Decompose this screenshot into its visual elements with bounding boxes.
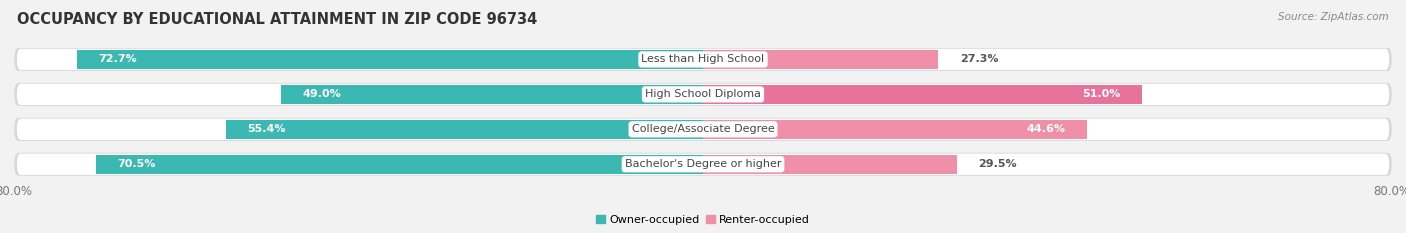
Text: 49.0%: 49.0% xyxy=(302,89,342,99)
Bar xyxy=(281,85,703,104)
Text: OCCUPANCY BY EDUCATIONAL ATTAINMENT IN ZIP CODE 96734: OCCUPANCY BY EDUCATIONAL ATTAINMENT IN Z… xyxy=(17,12,537,27)
FancyBboxPatch shape xyxy=(14,153,1392,176)
FancyBboxPatch shape xyxy=(14,118,1392,141)
Text: Source: ZipAtlas.com: Source: ZipAtlas.com xyxy=(1278,12,1389,22)
Text: 55.4%: 55.4% xyxy=(247,124,285,134)
FancyBboxPatch shape xyxy=(14,83,1392,106)
FancyBboxPatch shape xyxy=(17,49,1389,70)
Text: College/Associate Degree: College/Associate Degree xyxy=(631,124,775,134)
FancyBboxPatch shape xyxy=(17,154,1389,175)
Text: 72.7%: 72.7% xyxy=(98,55,136,64)
Text: Less than High School: Less than High School xyxy=(641,55,765,64)
FancyBboxPatch shape xyxy=(17,119,1389,140)
Text: High School Diploma: High School Diploma xyxy=(645,89,761,99)
Bar xyxy=(703,120,1087,139)
Text: 70.5%: 70.5% xyxy=(117,159,156,169)
Bar xyxy=(77,50,703,69)
Text: 51.0%: 51.0% xyxy=(1083,89,1121,99)
Bar xyxy=(703,85,1142,104)
Text: 27.3%: 27.3% xyxy=(960,55,998,64)
FancyBboxPatch shape xyxy=(14,48,1392,71)
Legend: Owner-occupied, Renter-occupied: Owner-occupied, Renter-occupied xyxy=(592,210,814,229)
Text: 44.6%: 44.6% xyxy=(1026,124,1066,134)
Bar xyxy=(703,155,957,174)
Text: Bachelor's Degree or higher: Bachelor's Degree or higher xyxy=(624,159,782,169)
Bar xyxy=(226,120,703,139)
Bar xyxy=(703,50,938,69)
Text: 29.5%: 29.5% xyxy=(979,159,1017,169)
Bar xyxy=(96,155,703,174)
FancyBboxPatch shape xyxy=(17,84,1389,105)
